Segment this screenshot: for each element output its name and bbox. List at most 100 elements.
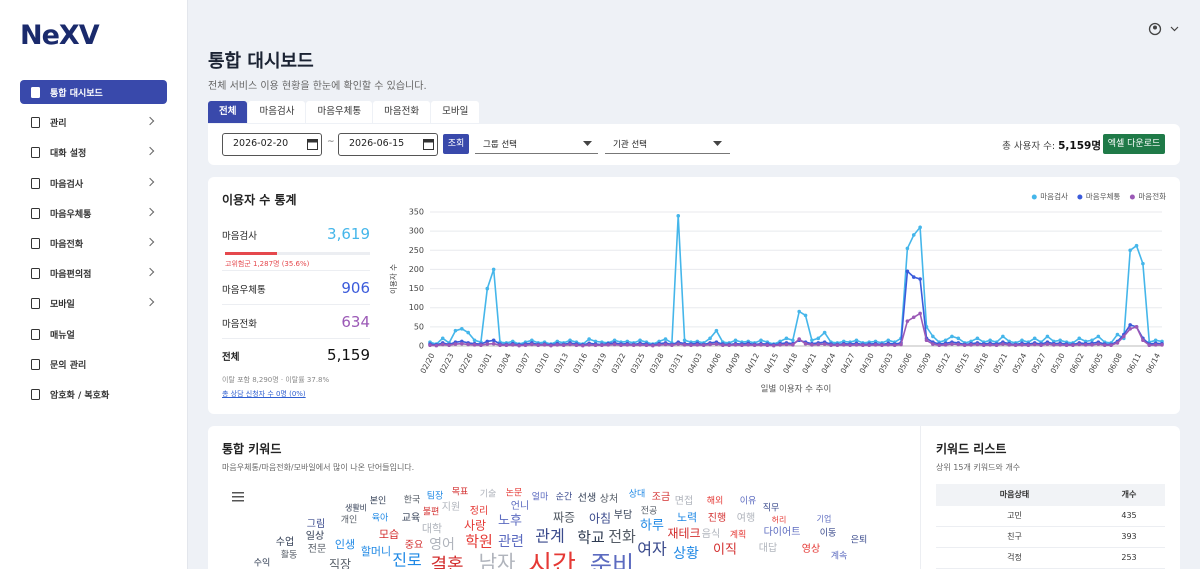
menu-label: 암호화 / 복호화 — [50, 391, 110, 401]
tab[interactable]: 모바일 — [431, 101, 480, 123]
data-point — [911, 275, 916, 279]
end-date-input[interactable]: 2026-06-15 — [338, 133, 438, 156]
keyword: 논문 — [506, 488, 523, 499]
data-point — [1032, 342, 1037, 347]
data-point — [1128, 323, 1132, 327]
data-point — [975, 336, 980, 341]
data-point — [1045, 334, 1050, 339]
stat-value: 634 — [341, 313, 370, 331]
search-button[interactable]: 조회 — [443, 134, 469, 154]
keyword: 목표 — [452, 487, 469, 498]
excel-download-button[interactable]: 엑셀 다운로드 — [1103, 134, 1165, 154]
keyword: 사랑 — [464, 519, 486, 533]
data-point — [880, 343, 884, 348]
menu-item[interactable]: 마음우체통 — [20, 201, 167, 225]
stats-note: 이탈 포함 8,290명 · 이탈률 37.8% — [222, 376, 330, 384]
total-users-label: 총 사용자 수: — [1002, 141, 1056, 152]
x-tick-label: 04/27 — [839, 351, 857, 375]
data-point — [517, 343, 521, 348]
data-point — [841, 343, 846, 347]
keyword: 결혼 — [430, 555, 463, 569]
menu-item[interactable]: 매뉴얼 — [20, 322, 167, 346]
cloud-menu[interactable] — [232, 492, 244, 502]
data-point — [1134, 243, 1139, 248]
keyword: 영상 — [802, 543, 820, 555]
menu-item[interactable]: 통합 대시보드 — [20, 80, 167, 104]
stat-label: 마음우체통 — [222, 285, 266, 296]
data-point — [1039, 343, 1043, 348]
tabs: 전체 마음검사 마음우체통 마음전화 모바일 — [208, 101, 480, 123]
menu-icon — [31, 207, 40, 219]
group-select-text: 그룹 선택 — [483, 140, 517, 150]
keyword: 허리 — [772, 516, 787, 525]
keyword: 노력 — [677, 511, 697, 524]
data-point — [1013, 343, 1018, 348]
menu-item[interactable]: 관리 — [20, 110, 167, 134]
data-point — [873, 343, 878, 347]
menu-icon — [31, 268, 40, 280]
tab[interactable]: 전체 — [208, 101, 248, 123]
data-point — [472, 343, 477, 347]
risk-bar — [225, 252, 277, 255]
data-point — [612, 338, 617, 343]
data-point — [574, 343, 579, 348]
divider — [920, 426, 921, 569]
keyword-list-title: 키워드 리스트 — [936, 442, 1007, 456]
keyword: 수업 — [276, 535, 294, 548]
org-select[interactable]: 기관 선택 — [605, 134, 730, 154]
keyword: 개인 — [341, 515, 358, 526]
data-point — [485, 339, 490, 344]
keyword: 이동 — [820, 528, 837, 539]
group-select[interactable]: 그룹 선택 — [475, 134, 598, 154]
tab[interactable]: 마음전화 — [373, 101, 431, 123]
menu-item[interactable]: 마음검사 — [20, 171, 167, 195]
keyword: 해외 — [707, 495, 724, 507]
total-users-value: 5,159명 — [1058, 140, 1101, 152]
menu-item[interactable]: 문의 관리 — [20, 352, 167, 376]
data-point — [1077, 336, 1082, 341]
data-point — [434, 343, 439, 348]
menu-item[interactable]: 모바일 — [20, 291, 167, 315]
stats-link[interactable]: 총 상담 신청자 수 0명 (0%) — [222, 390, 306, 398]
keyword: 순간 — [556, 492, 573, 503]
keyword: 대학 — [422, 522, 442, 535]
tab[interactable]: 마음검사 — [248, 101, 306, 123]
data-point — [886, 343, 891, 347]
x-tick-label: 06/05 — [1087, 351, 1105, 375]
data-point — [778, 343, 782, 347]
keyword: 전화 — [608, 528, 636, 546]
keyword: 선생 — [578, 492, 596, 504]
data-point — [701, 343, 706, 348]
x-tick-label: 06/11 — [1125, 351, 1143, 375]
data-point — [1102, 343, 1107, 348]
x-tick-label: 04/18 — [781, 351, 799, 375]
data-point — [453, 342, 458, 346]
data-point — [1122, 334, 1126, 339]
tab[interactable]: 마음우체통 — [306, 101, 373, 123]
data-point — [854, 343, 859, 347]
keyword-cloud-subtitle: 마음우체통/마음전화/모바일에서 많이 나온 단어들입니다. — [222, 463, 415, 472]
data-point — [1064, 343, 1069, 348]
x-tick-label: 05/18 — [972, 351, 990, 375]
start-date-input[interactable]: 2026-02-20 — [222, 133, 322, 156]
data-point — [1058, 338, 1062, 343]
user-menu[interactable] — [1146, 21, 1186, 37]
x-tick-label: 02/23 — [438, 351, 456, 375]
data-point — [676, 214, 681, 218]
data-point — [848, 343, 852, 348]
menu-item[interactable]: 마음편의점 — [20, 261, 167, 285]
data-point — [1077, 342, 1082, 347]
x-tick-label: 04/09 — [724, 351, 742, 375]
data-point — [1020, 343, 1024, 347]
logo[interactable]: NeXV — [20, 20, 100, 51]
keyword: 교육 — [402, 512, 420, 524]
calendar-top — [307, 139, 318, 143]
menu-item[interactable]: 암호화 / 복호화 — [20, 382, 167, 406]
menu-item[interactable]: 마음전화 — [20, 231, 167, 255]
x-tick-label: 05/12 — [934, 351, 952, 375]
data-point — [791, 343, 795, 347]
menu-item[interactable]: 대화 설정 — [20, 140, 167, 164]
data-point — [491, 338, 496, 343]
menu-icon — [31, 358, 40, 370]
